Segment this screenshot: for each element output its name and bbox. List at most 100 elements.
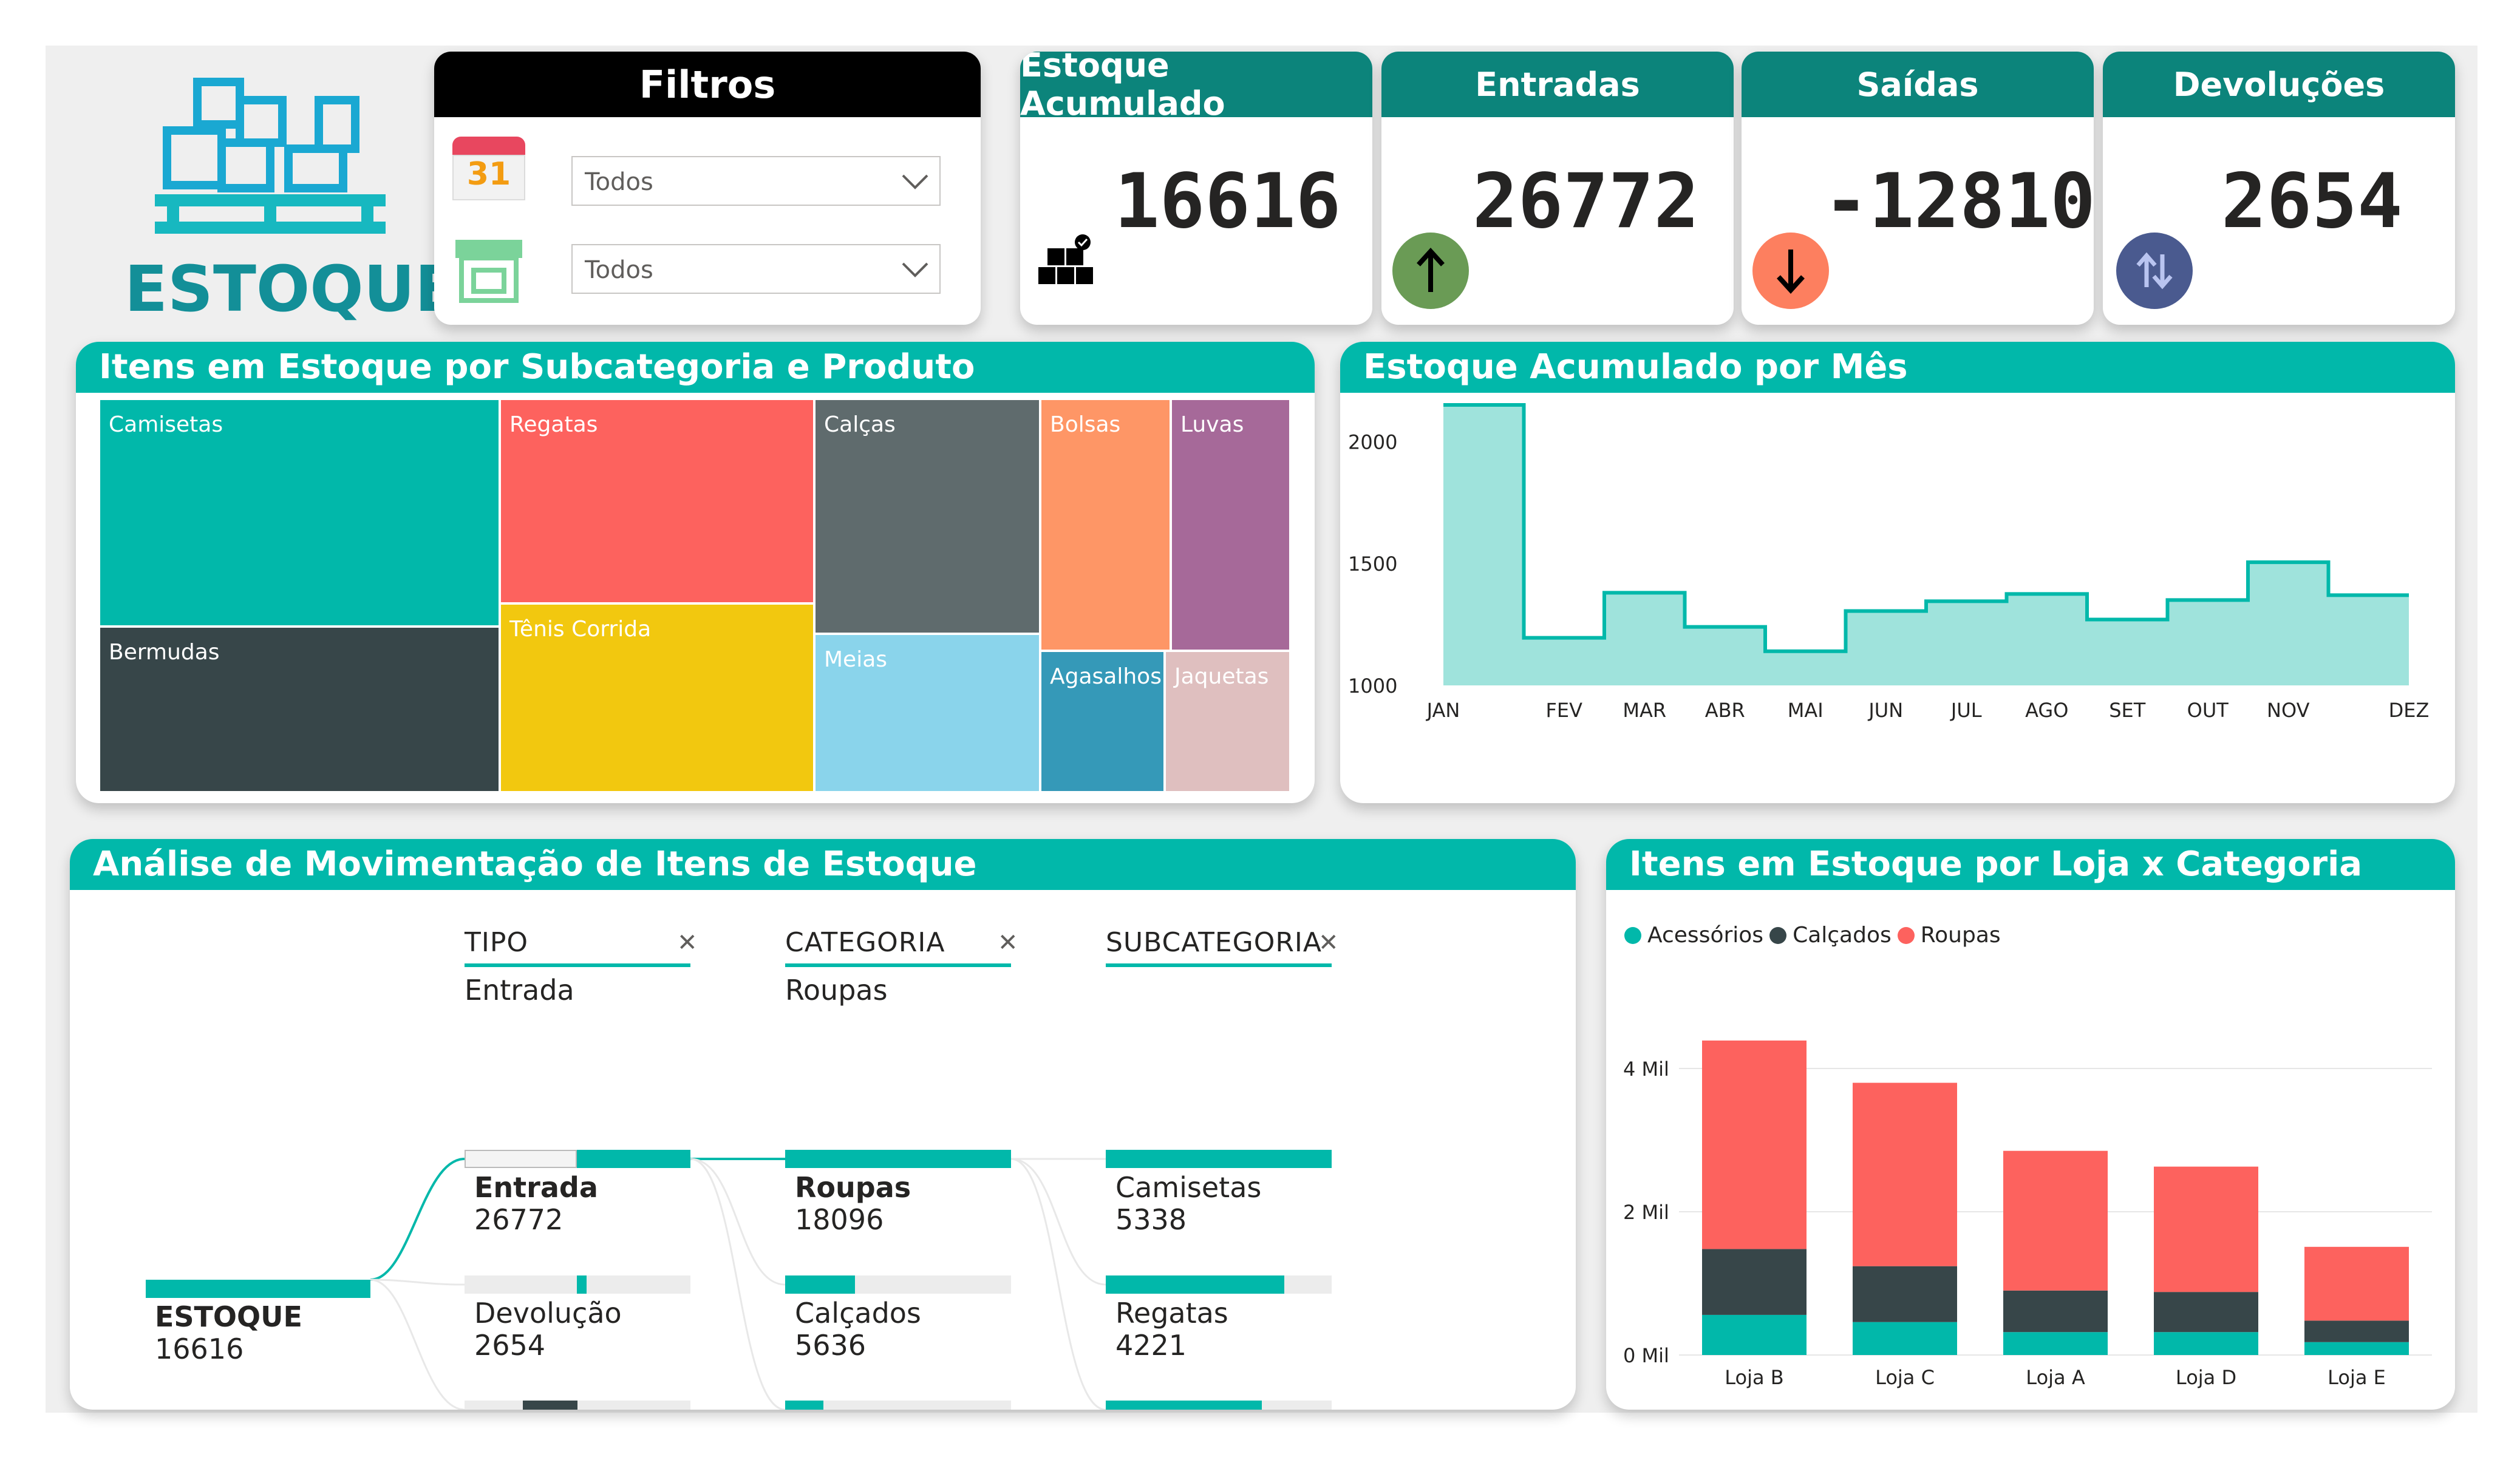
bar-acessórios[interactable] (2304, 1342, 2409, 1355)
bar-calçados[interactable] (1853, 1266, 1957, 1322)
data-point-jun[interactable] (1846, 609, 1927, 613)
subcategoria-node-value: 5338 (1115, 1203, 1187, 1236)
bar-acessórios[interactable] (2154, 1332, 2258, 1355)
data-point-dez[interactable] (2329, 593, 2409, 597)
tipo-bar-fill (577, 1275, 587, 1294)
y-tick-label: 2000 (1348, 430, 1397, 453)
subcategoria-node-name[interactable]: Camisetas (1115, 1171, 1262, 1204)
categoria-node-value: 5636 (795, 1329, 867, 1362)
root-bar[interactable] (146, 1280, 370, 1298)
data-point-ago[interactable] (2007, 592, 2088, 596)
treemap-cell[interactable]: Bolsas (1040, 399, 1171, 651)
treemap-cell[interactable]: Camisetas (99, 399, 500, 627)
subcategoria-node-name[interactable]: Regatas (1115, 1297, 1228, 1330)
tree-connectors (370, 1158, 1106, 1410)
level-selected-tipo: Entrada (465, 974, 574, 1007)
date-filter-dropdown[interactable]: Todos (571, 156, 941, 206)
x-tick-label: OUT (2187, 699, 2229, 722)
store-filter-dropdown[interactable]: Todos (571, 244, 941, 294)
treemap-title: Itens em Estoque por Subcategoria e Prod… (76, 342, 1315, 393)
close-icon[interactable]: ✕ (998, 929, 1018, 957)
bar-roupas[interactable] (2154, 1166, 2258, 1292)
kpi-title: Devoluções (2103, 52, 2455, 117)
categoria-node-value: 18096 (795, 1203, 884, 1236)
area-fill (1443, 405, 2409, 685)
categoria-node-name[interactable]: Calçados (795, 1297, 921, 1330)
tipo-node-name[interactable]: Entrada (474, 1171, 598, 1204)
level-header-categoria[interactable]: CATEGORIA (785, 927, 945, 958)
x-tick-label: JUN (1867, 699, 1903, 722)
tipo-node-value: 2654 (474, 1329, 546, 1362)
data-point-jan[interactable] (1443, 403, 1524, 407)
treemap-cell[interactable]: Bermudas (99, 627, 500, 792)
kpi-saidas: Saídas -12810 (1742, 52, 2094, 325)
bar-calçados[interactable] (2304, 1320, 2409, 1342)
legend-dot (1624, 926, 1641, 944)
treemap-cell[interactable]: Calças (814, 399, 1040, 634)
data-point-fev[interactable] (1524, 636, 1605, 640)
level-header-tipo[interactable]: TIPO (465, 927, 529, 958)
chevron-down-icon (902, 174, 928, 189)
decomposition-tree-card: Análise de Movimentação de Itens de Esto… (70, 839, 1576, 1410)
treemap-cell[interactable]: Jaquetas (1165, 651, 1290, 792)
treemap-cell[interactable]: Tênis Corrida (500, 603, 814, 792)
kpi-estoque-acumulado: Estoque Acumulado 16616 (1020, 52, 1372, 325)
bar-acessórios[interactable] (1853, 1322, 1957, 1355)
close-icon[interactable]: ✕ (677, 929, 698, 957)
treemap-cell[interactable]: Agasalhos (1040, 651, 1165, 792)
subcategoria-node-value: 4221 (1115, 1329, 1187, 1362)
y-tick-label: 1500 (1348, 552, 1397, 576)
data-point-jul[interactable] (1926, 599, 2007, 603)
series-line (1443, 403, 2409, 653)
logo: ESTOQUE (124, 70, 458, 326)
store-chart-card: Itens em Estoque por Loja x Categoria Ac… (1606, 839, 2455, 1410)
x-tick-label: DEZ (2389, 699, 2430, 722)
data-point-set[interactable] (2087, 618, 2168, 622)
bar-roupas[interactable] (1702, 1040, 1807, 1249)
tipo-bar-track[interactable] (465, 1401, 690, 1410)
store-chart-title: Itens em Estoque por Loja x Categoria (1606, 839, 2455, 890)
logo-text: ESTOQUE (124, 252, 458, 326)
decomp-title: Análise de Movimentação de Itens de Esto… (70, 839, 1576, 890)
treemap-cell[interactable]: Luvas (1171, 399, 1290, 651)
x-tick-label: Loja D (2176, 1366, 2236, 1389)
bar-roupas[interactable] (2003, 1150, 2108, 1291)
data-point-mar[interactable] (1604, 591, 1685, 594)
kpi-title: Saídas (1742, 52, 2094, 117)
level-header-subcategoria[interactable]: SUBCATEGORIA (1106, 927, 1323, 958)
data-point-nov[interactable] (2248, 560, 2329, 564)
kpi-value: 16616 (1114, 158, 1341, 245)
categoria-node-name[interactable]: Roupas (795, 1171, 911, 1204)
treemap-card: Itens em Estoque por Subcategoria e Prod… (76, 342, 1315, 803)
arrow-down-icon (1752, 233, 1829, 309)
bar-roupas[interactable] (1853, 1082, 1957, 1266)
calendar-icon: 31 (452, 131, 525, 200)
legend-label: Roupas (1920, 923, 2001, 948)
bar-acessórios[interactable] (2003, 1332, 2108, 1355)
data-point-abr[interactable] (1685, 625, 1766, 629)
x-tick-label: MAI (1788, 699, 1824, 722)
bar-calçados[interactable] (2003, 1290, 2108, 1333)
treemap-cell[interactable]: Meias (814, 634, 1040, 792)
date-filter-value: Todos (585, 168, 653, 196)
bar-calçados[interactable] (2154, 1292, 2258, 1333)
data-point-out[interactable] (2168, 598, 2249, 602)
kpi-value: 2654 (2221, 158, 2403, 245)
bar-calçados[interactable] (1702, 1249, 1807, 1315)
tipo-bar-negative (465, 1150, 577, 1168)
treemap-cell[interactable]: Regatas (500, 399, 814, 603)
tipo-bar-fill (523, 1401, 577, 1410)
tipo-node-value: 26772 (474, 1203, 564, 1236)
data-point-mai[interactable] (1765, 650, 1846, 653)
x-tick-label: JAN (1426, 699, 1460, 722)
bar-roupas[interactable] (2304, 1246, 2409, 1321)
tipo-node-name[interactable]: Devolução (474, 1297, 622, 1330)
close-icon[interactable]: ✕ (1318, 929, 1339, 957)
bar-acessórios[interactable] (1702, 1314, 1807, 1355)
stacked-bar-chart: 4 Mil 2 Mil 0 Mil Loja B Loja C Loja A Loja D L… (1623, 1040, 2432, 1389)
legend-dot (1769, 926, 1787, 944)
store-icon (452, 234, 525, 304)
swap-arrows-icon (2116, 233, 2193, 309)
categoria-bar-track[interactable] (785, 1401, 1011, 1410)
monthly-area-chart: 2000 1500 1000 JAN FEV MAR ABR MAI JUN JUL AGO SET O… (1348, 403, 2430, 722)
